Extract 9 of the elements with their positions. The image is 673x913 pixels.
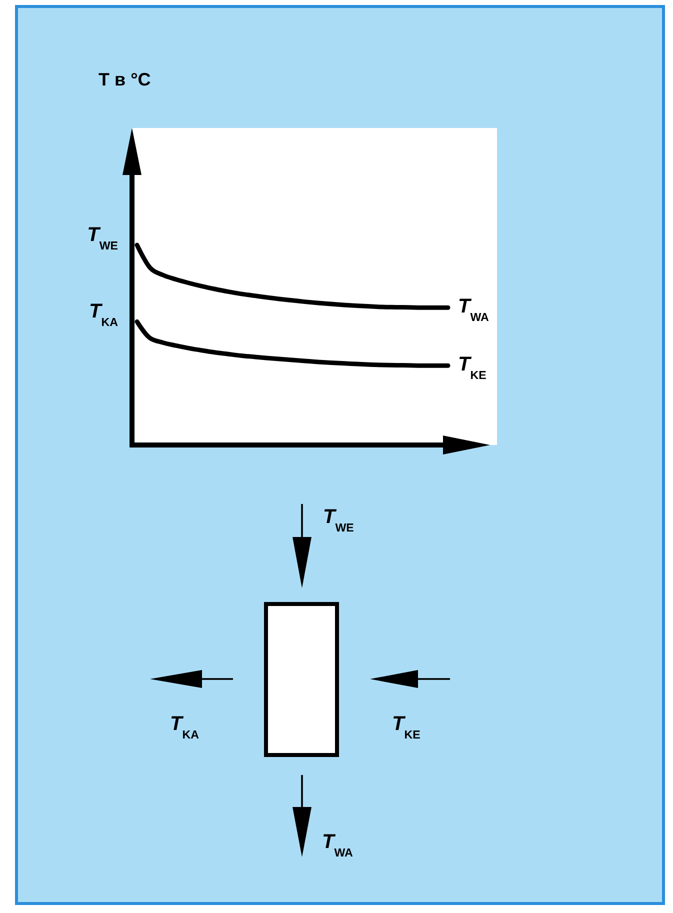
series-label: T$_{KE}$	[458, 354, 487, 382]
text: T$_{WE}$	[87, 224, 118, 252]
y-axis-title: T в °C	[98, 70, 151, 90]
text: T$_{KA}$	[170, 713, 200, 742]
series-label: T$_{WA}$	[458, 296, 490, 324]
text: T$_{WA}$	[322, 831, 354, 860]
text: T$_{WE}$	[323, 506, 354, 534]
text: T$_{KE}$	[392, 713, 421, 742]
text: T$_{KA}$	[89, 300, 119, 329]
